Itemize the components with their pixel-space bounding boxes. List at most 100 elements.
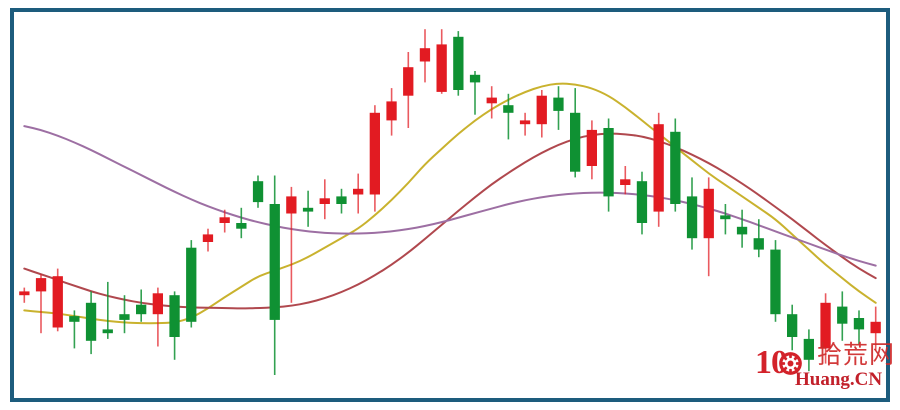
candlestick: [653, 112, 664, 227]
candlestick: [870, 306, 881, 351]
candlestick: [403, 52, 414, 128]
candlestick: [770, 240, 781, 322]
candlestick: [720, 204, 731, 235]
candlestick: [319, 179, 330, 220]
candle-body: [302, 207, 314, 212]
candle-body: [419, 48, 431, 62]
candlestick: [336, 188, 347, 214]
candlestick: [102, 281, 113, 339]
candlestick: [636, 171, 648, 235]
candlestick: [369, 105, 380, 212]
candle-body: [603, 128, 614, 197]
candlestick: [419, 29, 431, 83]
candle-body: [853, 318, 865, 330]
candlestick: [553, 86, 564, 130]
candlestick: [269, 175, 280, 375]
candle-body: [152, 293, 163, 315]
candlestick: [386, 88, 397, 136]
candle-body: [119, 314, 130, 320]
chart-canvas-area: [10, 8, 890, 402]
candle-body: [636, 181, 648, 223]
candle-body: [353, 188, 364, 195]
candle-body: [770, 249, 781, 315]
candle-body: [736, 226, 748, 235]
candlestick-layer: [19, 29, 881, 375]
candlestick: [453, 31, 464, 96]
candlestick: [286, 186, 297, 303]
candle-body: [469, 74, 481, 83]
candlestick: [570, 88, 581, 178]
candle-body: [720, 215, 731, 220]
candlestick: [469, 71, 481, 115]
candle-body: [553, 97, 564, 111]
ma-line-ma-long: [23, 125, 877, 267]
candle-body: [670, 131, 681, 204]
candlestick: [136, 289, 147, 322]
candlestick: [620, 166, 631, 195]
candle-body: [820, 302, 831, 349]
candle-body: [186, 247, 197, 322]
candle-body: [336, 196, 347, 204]
candlestick: [853, 310, 865, 345]
candlestick: [486, 86, 497, 119]
candle-body: [837, 306, 848, 324]
candlestick: [186, 240, 197, 328]
candlestick: [35, 274, 47, 334]
candlestick: [85, 291, 97, 355]
candle-body: [319, 198, 330, 204]
candlestick: [686, 177, 698, 250]
candlestick: [202, 228, 214, 252]
candle-body: [52, 276, 63, 328]
candle-body: [787, 314, 798, 337]
candle-body: [136, 304, 147, 315]
candlestick: [603, 118, 614, 212]
candlestick: [252, 175, 264, 208]
candle-body: [19, 291, 30, 296]
candlestick: [787, 304, 798, 351]
candle-body: [620, 179, 631, 185]
candle-body: [236, 223, 247, 229]
candle-body: [269, 204, 280, 320]
candle-body: [870, 321, 881, 334]
candlestick: [302, 190, 314, 227]
candle-body: [703, 188, 714, 239]
candle-body: [536, 95, 547, 125]
plot-background: [10, 8, 890, 402]
candlestick: [19, 287, 30, 303]
candle-body: [169, 295, 180, 337]
candlestick: [119, 295, 130, 334]
candlestick: [820, 293, 831, 364]
candle-body: [436, 44, 447, 92]
candlestick: [236, 207, 247, 239]
candle-body: [219, 217, 230, 223]
candle-body: [202, 234, 214, 242]
candlestick: [169, 291, 180, 360]
candle-body: [252, 181, 264, 203]
candlestick: [436, 29, 447, 94]
candlestick: [753, 219, 764, 258]
candlestick: [803, 329, 814, 372]
candle-body: [403, 67, 414, 96]
candlestick: [353, 173, 364, 214]
candle-body: [570, 112, 581, 172]
candlestick: [152, 287, 163, 347]
candle-body: [753, 238, 764, 250]
candlestick: [703, 177, 714, 277]
candlestick: [69, 310, 80, 349]
candlestick: [503, 93, 514, 140]
candle-body: [803, 338, 814, 360]
candle-body: [586, 129, 597, 166]
candle-body: [386, 101, 397, 121]
candlestick: [670, 118, 681, 212]
candlestick: [519, 112, 531, 136]
candle-body: [453, 36, 464, 90]
candle-body: [486, 97, 497, 104]
candle-body: [503, 105, 514, 113]
candlestick: [736, 209, 748, 248]
candle-body: [102, 329, 113, 334]
candle-body: [653, 124, 664, 212]
candlestick: [837, 291, 848, 341]
candlestick: [536, 90, 547, 138]
candle-body: [69, 316, 80, 322]
candle-body: [369, 112, 380, 195]
